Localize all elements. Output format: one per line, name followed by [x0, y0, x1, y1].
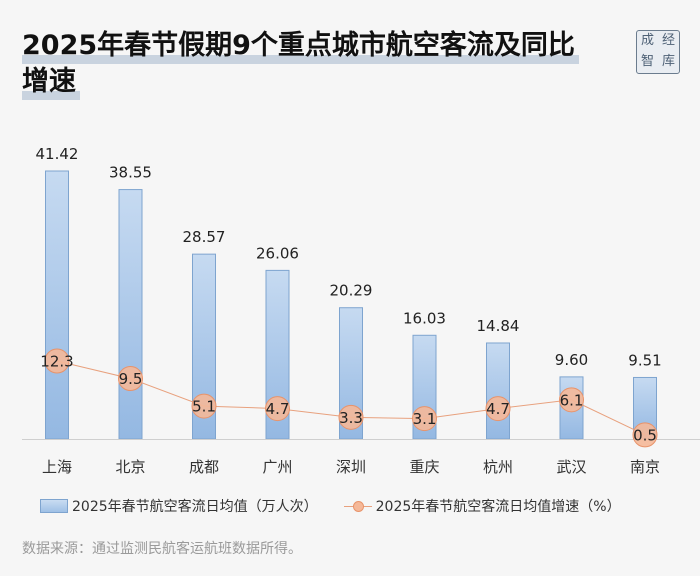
bar-line-chart: 41.42 38.55 28.57 26.06 20.29 16.03 14.84 9.60 9… — [22, 145, 700, 476]
category-label: 成都 — [189, 458, 219, 476]
growth-value-label: 12.3 — [40, 353, 73, 371]
chart-title: 2025年春节假期9个重点城市航空客流及同比 增速 — [22, 28, 622, 100]
growth-value-label: 6.1 — [560, 391, 584, 409]
legend-bar-label: 2025年春节航空客流日均值（万人次） — [72, 499, 318, 515]
title-line-1: 2025年春节假期9个重点城市航空客流及同比 — [22, 28, 579, 64]
logo-char: 经 — [661, 33, 675, 48]
category-label: 武汉 — [556, 458, 586, 476]
growth-marker-北京 — [118, 366, 143, 392]
legend-bar-swatch — [40, 499, 68, 513]
growth-marker-成都 — [191, 393, 217, 419]
category-label: 深圳 — [336, 458, 366, 476]
brand-logo: 成 经 智 库 — [636, 30, 680, 74]
category-label: 重庆 — [409, 458, 439, 476]
bar-value-label: 9.60 — [555, 351, 588, 369]
data-source-note: 数据来源：通过监测民航客运航班数据所得。 — [22, 541, 302, 557]
legend-line-swatch — [343, 500, 372, 512]
growth-marker-深圳 — [338, 404, 364, 430]
legend-line-label: 2025年春节航空客流日均值增速（%） — [375, 499, 621, 515]
growth-value-label: 4.7 — [486, 400, 510, 418]
logo-char: 库 — [661, 54, 675, 69]
bar-value-label: 38.55 — [109, 164, 152, 182]
growth-value-label: 0.5 — [633, 426, 657, 444]
bar-杭州 — [486, 342, 510, 440]
bar-value-label: 9.51 — [628, 351, 661, 369]
growth-marker-杭州 — [485, 396, 511, 422]
logo-char: 智 — [640, 54, 654, 69]
logo-char: 成 — [640, 33, 654, 48]
bar-北京 — [118, 189, 143, 440]
bar-value-label: 14.84 — [477, 317, 520, 335]
growth-marker-南京 — [632, 422, 658, 448]
growth-marker-重庆 — [412, 406, 437, 432]
bar-value-label: 26.06 — [256, 244, 299, 262]
growth-value-label: 4.7 — [266, 400, 290, 418]
growth-marker-上海 — [44, 348, 70, 374]
bar-value-label: 16.03 — [403, 309, 446, 327]
growth-marker-广州 — [265, 396, 290, 422]
bar-value-label: 20.29 — [330, 282, 373, 300]
growth-value-label: 9.5 — [119, 370, 143, 388]
category-label: 广州 — [262, 458, 292, 476]
category-label: 北京 — [115, 458, 145, 476]
growth-value-label: 3.1 — [413, 410, 437, 428]
category-label: 南京 — [630, 458, 660, 476]
category-label: 杭州 — [483, 458, 513, 476]
growth-marker-武汉 — [559, 387, 584, 413]
bar-value-label: 41.42 — [36, 145, 79, 163]
category-label: 上海 — [42, 458, 72, 476]
title-line-2: 增速 — [22, 64, 80, 100]
bar-value-label: 28.57 — [183, 228, 226, 246]
bar-上海 — [45, 170, 69, 440]
legend: 2025年春节航空客流日均值（万人次） 2025年春节航空客流日均值增速（%） — [40, 495, 621, 517]
growth-value-label: 5.1 — [192, 398, 216, 416]
growth-value-label: 3.3 — [339, 409, 363, 427]
